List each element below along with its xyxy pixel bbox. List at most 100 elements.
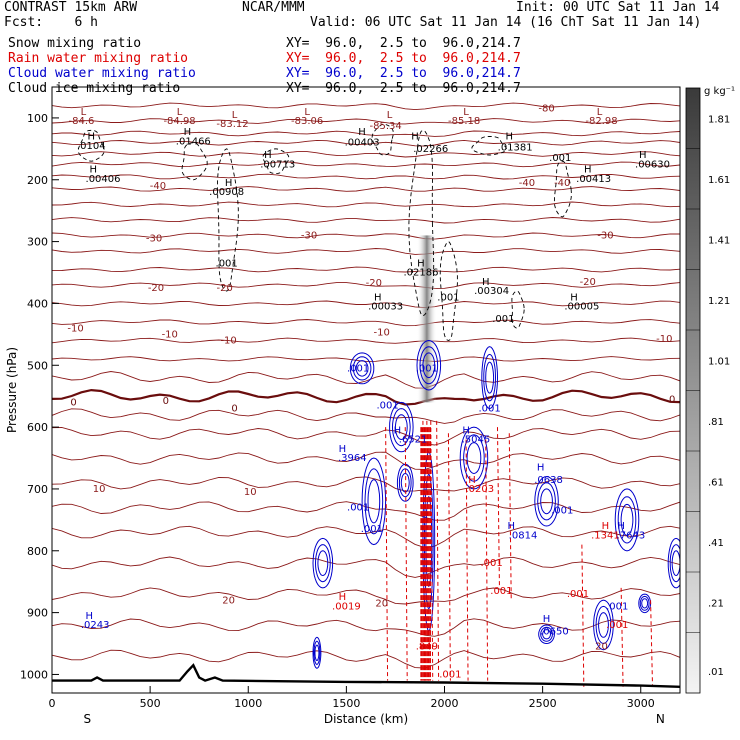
cloud-water-contour: [389, 401, 414, 453]
contour-label: 20: [595, 642, 608, 653]
cloud-water-contour: [355, 360, 369, 377]
contour-label: H: [505, 132, 513, 143]
legend-cloudwater-label: Cloud water mixing ratio: [8, 66, 196, 81]
x-end-label-left: S: [84, 712, 92, 726]
contour-label: .001: [480, 558, 502, 569]
contour-label: -10: [220, 336, 236, 347]
contour-label: .0104: [77, 141, 106, 152]
x-tick-label: 2500: [529, 697, 557, 710]
init-time: Init: 00 UTC Sat 11 Jan 14: [516, 0, 720, 15]
rain-contour: [404, 427, 408, 681]
contour-label: -83.06: [291, 116, 323, 127]
contour-label: L: [304, 107, 310, 118]
cloud-water-contour: [481, 346, 499, 410]
contour-label: L: [597, 107, 603, 118]
contour-label: H: [507, 521, 515, 532]
isotherm-line: [52, 408, 680, 424]
contour-label: .001: [606, 602, 628, 613]
contour-label: H: [462, 425, 470, 436]
contour-label: 20: [375, 598, 388, 609]
colorbar-tick-label: .01: [708, 667, 724, 678]
contour-label: -80: [538, 104, 554, 115]
isotherm-line: [52, 371, 680, 389]
contour-label: 0: [231, 404, 237, 415]
contour-label: -20: [148, 283, 164, 294]
colorbar-tick-label: .41: [708, 538, 724, 549]
cloud-water-contour: [534, 476, 559, 527]
cloud-water-contour: [671, 550, 680, 577]
cloud-water-contour: [598, 612, 609, 638]
contour-label: .6521: [399, 435, 428, 446]
rain-contour: [650, 600, 654, 687]
cloud-water-contour: [463, 434, 485, 482]
colorbar-tick-label: 1.61: [708, 175, 730, 186]
contour-label: .849: [416, 642, 438, 653]
x-tick-label: 2000: [431, 697, 459, 710]
isotherm-line: [52, 618, 680, 637]
y-tick-label: 1000: [20, 668, 48, 681]
cloud-water-contour: [314, 544, 331, 583]
isotherm-line: [52, 649, 680, 669]
forecast-hour: Fcst: 6 h: [4, 15, 98, 30]
contour-label: H: [537, 462, 545, 473]
contour-label: -20: [217, 283, 233, 294]
contour-label: .0814: [509, 530, 538, 541]
isotherm-line: [52, 186, 680, 192]
cloud-water-contour: [669, 544, 680, 583]
cloud-water-contour: [367, 479, 381, 524]
rain-contour: [385, 427, 389, 681]
contour-label: .00304: [474, 286, 509, 297]
colorbar-tick-label: .81: [708, 417, 724, 428]
contour-label: .00413: [576, 174, 611, 185]
isotherm-line: [52, 161, 680, 168]
rain-contour: [485, 439, 489, 681]
isotherm-line: [52, 139, 680, 147]
cloud-water-contour: [540, 626, 553, 642]
cloud-water-contour: [352, 356, 372, 381]
snow-contour: [181, 142, 208, 181]
cloud-water-contour: [419, 346, 439, 385]
contour-label: -10: [162, 329, 178, 340]
isotherm-line: [52, 388, 680, 406]
isotherm-line: [52, 173, 680, 180]
snow-contour: [262, 148, 290, 175]
contour-label: .0243: [81, 620, 110, 631]
legend-cloudwater-xy: XY= 96.0, 2.5 to 96.0,214.7: [286, 66, 521, 81]
cloud-water-contour: [638, 593, 652, 614]
cloud-water-contour: [540, 488, 553, 515]
isotherm-line: [52, 451, 680, 470]
legend-rain-label: Rain water mixing ratio: [8, 51, 189, 66]
contour-label: -85.18: [448, 116, 480, 127]
cloud-water-contour: [617, 496, 637, 544]
contour-label: H: [468, 475, 476, 486]
contour-label: -84.6: [69, 116, 95, 127]
contour-label: .001: [361, 524, 383, 535]
isotherm-line: [52, 130, 680, 137]
contour-label: .001: [492, 314, 514, 325]
cloud-water-contour: [537, 482, 556, 521]
contour-label: 0: [669, 394, 675, 405]
contour-label: H: [225, 178, 233, 189]
colorbar-unit: g kg⁻¹: [704, 86, 735, 97]
cloud-water-contour: [620, 503, 634, 536]
snow-contour: [77, 129, 105, 162]
cloud-water-contour: [364, 468, 384, 535]
plot-area: L-84.6L-84.98L-83.12L-83.06L-85.34L-85.1…: [52, 102, 680, 688]
y-tick-label: 200: [27, 174, 48, 187]
contour-label: .00713: [260, 159, 295, 170]
plot-frame: [51, 86, 681, 694]
contour-label: .001: [567, 589, 589, 600]
colorbar-tick-label: .21: [708, 598, 724, 609]
contour-label: .001: [437, 292, 459, 303]
contour-label: .01466: [176, 137, 211, 148]
contour-label: H: [617, 521, 625, 532]
contour-label: .00908: [209, 187, 244, 198]
isotherm-line: [52, 337, 680, 344]
contour-label: .00406: [86, 174, 121, 185]
legend-rain-xy: XY= 96.0, 2.5 to 96.0,214.7: [286, 51, 521, 66]
cloud-water-contour: [394, 414, 408, 441]
snow-contour: [371, 123, 394, 156]
contour-label: H: [89, 164, 97, 175]
contour-label: -40: [150, 181, 166, 192]
cloud-water-contour: [361, 457, 387, 546]
